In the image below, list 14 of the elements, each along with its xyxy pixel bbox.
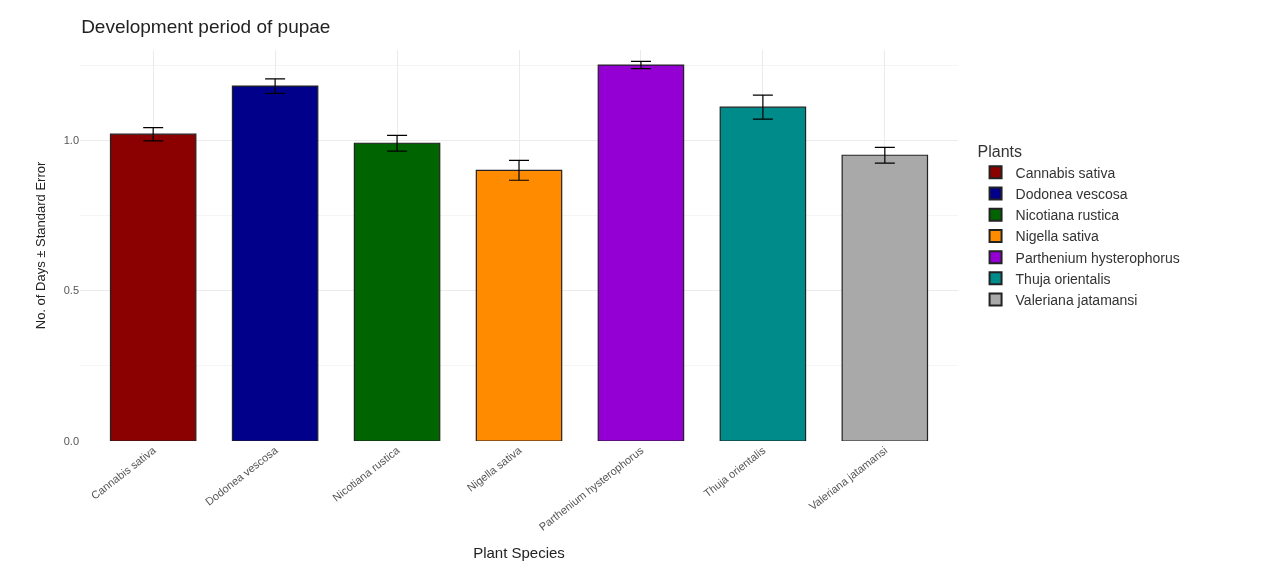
legend-label: Parthenium hysterophorus xyxy=(1015,249,1180,266)
legend-label: Dodonea vescosa xyxy=(1015,186,1128,203)
y-tick-label: 1.0 xyxy=(63,134,79,147)
y-tick-label: 0.5 xyxy=(63,284,79,297)
x-axis-title: Plant Species xyxy=(473,543,565,561)
legend-label: Thuja orientalis xyxy=(1015,270,1111,287)
legend-label: Nigella sativa xyxy=(1015,228,1100,245)
legend-label: Cannabis sativa xyxy=(1015,164,1116,181)
legend-title: Plants xyxy=(977,142,1023,160)
y-tick-label: 0.0 xyxy=(63,434,79,447)
y-axis-title: No. of Days ± Standard Error xyxy=(32,161,48,330)
legend-label: Nicotiana rustica xyxy=(1015,207,1120,224)
chart-title: Development period of pupae xyxy=(81,16,331,38)
legend-label: Valeriana jatamansi xyxy=(1015,292,1138,309)
